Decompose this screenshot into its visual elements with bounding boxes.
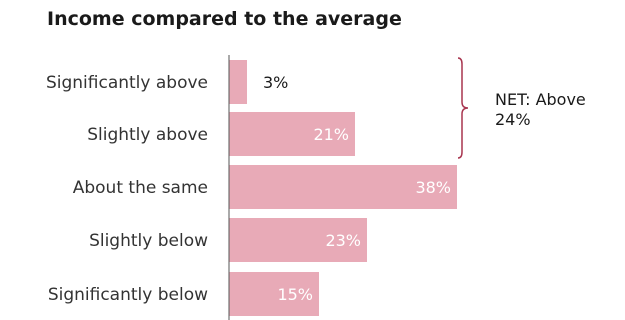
- category-label-3: Slightly below: [89, 231, 208, 251]
- category-labels: Significantly above Slightly above About t…: [46, 73, 208, 305]
- value-label-1: 21%: [313, 125, 349, 144]
- bar-2: [229, 165, 457, 209]
- bar-1: [229, 112, 355, 156]
- value-label-4: 15%: [277, 285, 313, 304]
- chart-title: Income compared to the average: [47, 8, 402, 30]
- net-bracket: [457, 57, 469, 159]
- category-label-1: Slightly above: [87, 125, 208, 145]
- value-label-0: 3%: [263, 73, 288, 92]
- value-label-3: 23%: [325, 231, 361, 250]
- category-label-4: Significantly below: [48, 285, 208, 305]
- value-labels: 3% 21% 38% 23% 15%: [263, 73, 451, 304]
- bar-0: [229, 60, 247, 104]
- value-label-2: 38%: [415, 178, 451, 197]
- bar-3: [229, 218, 367, 262]
- bar-4: [229, 272, 319, 316]
- category-label-0: Significantly above: [46, 73, 208, 93]
- net-annotation-line-2: 24%: [495, 110, 531, 129]
- net-annotation-line-1: NET: Above: [495, 90, 586, 109]
- bar-group: [229, 60, 457, 316]
- category-label-2: About the same: [73, 178, 208, 198]
- net-annotation: NET: Above 24%: [495, 90, 591, 129]
